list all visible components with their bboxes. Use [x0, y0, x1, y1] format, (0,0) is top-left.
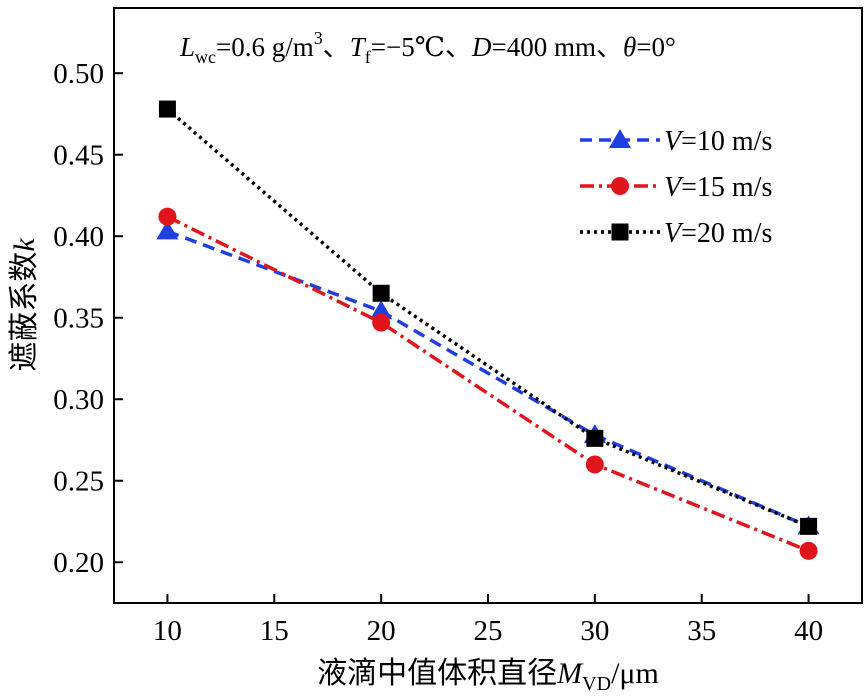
legend-item: V=15 m/s	[580, 172, 772, 203]
x-tick-label: 20	[367, 615, 396, 647]
series-layer	[156, 100, 820, 560]
data-point	[585, 455, 604, 474]
series-2	[158, 100, 818, 535]
series-line	[166, 229, 810, 528]
data-point	[799, 541, 818, 560]
legend-item: V=10 m/s	[580, 126, 772, 157]
legend-marker	[611, 223, 629, 241]
legend-marker	[609, 129, 631, 148]
x-axis: 10 15 20 25 30 35 40	[153, 594, 823, 647]
y-tick-label: 0.20	[53, 547, 104, 579]
legend-item: V=20 m/s	[580, 218, 772, 249]
series-line	[166, 215, 810, 553]
data-point	[372, 284, 390, 302]
data-point	[156, 220, 179, 240]
data-point	[158, 207, 177, 226]
x-tick-label: 15	[260, 615, 289, 647]
y-tick-label: 0.40	[53, 221, 104, 253]
legend-label: V=20 m/s	[664, 218, 772, 249]
x-tick-label: 35	[687, 615, 716, 647]
y-axis-label: 遮蔽系数k	[8, 238, 41, 372]
y-tick-label: 0.25	[53, 466, 104, 498]
data-point	[370, 300, 393, 320]
series-line	[166, 107, 810, 529]
y-tick-label: 0.35	[53, 303, 104, 335]
legend: V=10 m/s V=15 m/s V=20 m/s	[580, 126, 772, 249]
legend-label: V=10 m/s	[664, 126, 772, 157]
data-point	[800, 517, 818, 535]
y-tick-label: 0.50	[53, 58, 104, 90]
data-point	[586, 429, 604, 447]
x-tick-label: 25	[474, 615, 503, 647]
x-axis-label: 液滴中值体积直径MVD/μm	[317, 657, 659, 695]
data-point	[158, 100, 176, 118]
x-tick-label: 30	[580, 615, 609, 647]
y-axis: 0.20 0.25 0.30 0.35 0.40 0.45 0.50	[53, 58, 123, 579]
y-tick-label: 0.30	[53, 384, 104, 416]
y-tick-label: 0.45	[53, 140, 104, 172]
series-0	[156, 220, 820, 535]
legend-marker	[611, 177, 629, 195]
data-point	[372, 313, 391, 332]
legend-label: V=15 m/s	[664, 172, 772, 203]
plot-frame	[113, 7, 863, 604]
condition-annotation: Lwc=0.6 g/m3、Tf=−5℃、D=400 mm、θ=0°	[179, 28, 676, 67]
x-tick-label: 40	[794, 615, 823, 647]
x-tick-label: 10	[153, 615, 182, 647]
series-1	[158, 207, 818, 560]
